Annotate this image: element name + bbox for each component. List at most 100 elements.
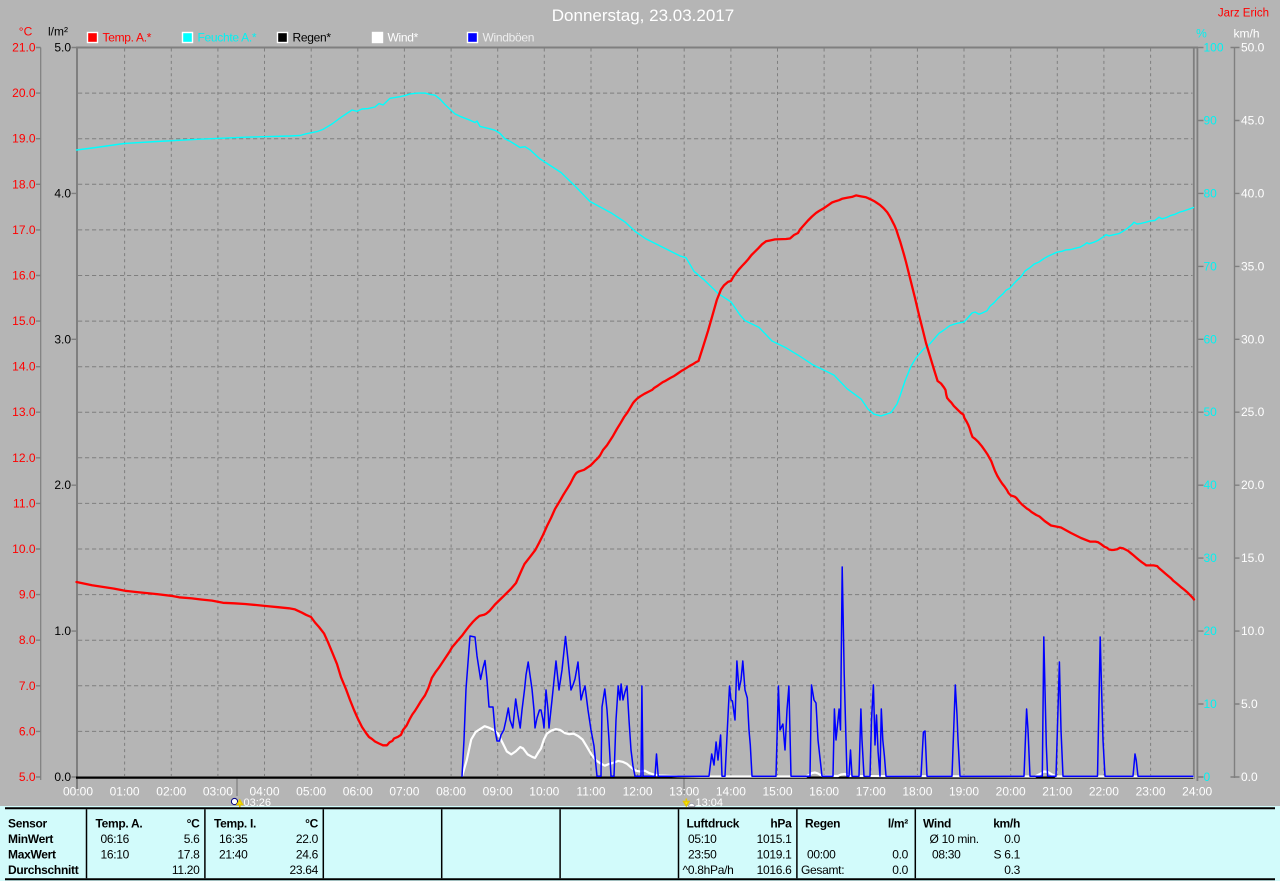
svg-text:70: 70 — [1204, 259, 1218, 273]
svg-text:5.0: 5.0 — [19, 770, 36, 784]
svg-text:21:40: 21:40 — [219, 848, 248, 862]
svg-text:22:00: 22:00 — [1089, 784, 1119, 798]
svg-text:13:04: 13:04 — [696, 797, 724, 809]
svg-text:MaxWert: MaxWert — [8, 848, 56, 862]
svg-text:18.0: 18.0 — [12, 177, 36, 191]
svg-text:15:00: 15:00 — [762, 784, 792, 798]
svg-text:Luftdruck: Luftdruck — [687, 816, 740, 830]
svg-text:30: 30 — [1204, 551, 1218, 565]
svg-text:45.0: 45.0 — [1241, 114, 1265, 128]
svg-text:^0.8hPa/h: ^0.8hPa/h — [683, 863, 734, 877]
svg-text:20: 20 — [1204, 624, 1218, 638]
svg-text:hPa: hPa — [770, 816, 792, 830]
svg-text:10.0: 10.0 — [1241, 624, 1265, 638]
svg-text:16:10: 16:10 — [101, 848, 130, 862]
svg-text:0.0: 0.0 — [1004, 832, 1020, 846]
svg-text:0.0: 0.0 — [1241, 770, 1258, 784]
svg-text:8.0: 8.0 — [19, 633, 36, 647]
svg-text:12:00: 12:00 — [623, 784, 653, 798]
svg-text:05:10: 05:10 — [688, 832, 717, 846]
svg-text:5.0: 5.0 — [54, 41, 71, 55]
svg-text:21.0: 21.0 — [12, 41, 36, 55]
svg-text:1019.1: 1019.1 — [757, 848, 793, 862]
svg-text:Windböen: Windböen — [483, 31, 535, 45]
svg-text:3.0: 3.0 — [54, 332, 71, 346]
svg-text:35.0: 35.0 — [1241, 259, 1265, 273]
svg-text:Temp. A.: Temp. A. — [96, 816, 143, 830]
svg-text:7.0: 7.0 — [19, 679, 36, 693]
svg-text:08:30: 08:30 — [932, 848, 961, 862]
svg-text:80: 80 — [1204, 186, 1218, 200]
svg-text:20:00: 20:00 — [996, 784, 1026, 798]
svg-text:30.0: 30.0 — [1241, 332, 1265, 346]
svg-text:11:00: 11:00 — [576, 784, 605, 798]
svg-text:0.0: 0.0 — [892, 863, 908, 877]
svg-text:00:00: 00:00 — [63, 784, 93, 798]
svg-text:90: 90 — [1204, 114, 1218, 128]
svg-text:22.0: 22.0 — [296, 832, 319, 846]
svg-text:03:26: 03:26 — [244, 797, 272, 809]
svg-text:Feuchte A.*: Feuchte A.* — [198, 31, 257, 45]
svg-text:Regen*: Regen* — [293, 31, 332, 45]
svg-text:23.64: 23.64 — [289, 863, 318, 877]
svg-text:4.0: 4.0 — [54, 186, 71, 200]
svg-text:km/h: km/h — [993, 816, 1020, 830]
svg-text:1016.6: 1016.6 — [757, 863, 793, 877]
svg-text:40.0: 40.0 — [1241, 186, 1265, 200]
svg-text:5.0: 5.0 — [1241, 697, 1258, 711]
svg-text:09:00: 09:00 — [483, 784, 513, 798]
svg-text:17.8: 17.8 — [177, 848, 200, 862]
svg-text:05:00: 05:00 — [296, 784, 326, 798]
svg-text:16.0: 16.0 — [12, 269, 36, 283]
svg-text:10:00: 10:00 — [529, 784, 559, 798]
svg-text:Donnerstag, 23.03.2017: Donnerstag, 23.03.2017 — [552, 6, 734, 25]
svg-text:100: 100 — [1204, 41, 1224, 55]
svg-text:10.0: 10.0 — [12, 542, 36, 556]
svg-text:24.6: 24.6 — [296, 848, 319, 862]
svg-text:50: 50 — [1204, 405, 1218, 419]
svg-text:°C: °C — [187, 816, 200, 830]
svg-text:%: % — [1196, 27, 1207, 41]
svg-text:6.0: 6.0 — [19, 724, 36, 738]
svg-text:03:00: 03:00 — [203, 784, 233, 798]
svg-text:06:00: 06:00 — [343, 784, 373, 798]
svg-text:19.0: 19.0 — [12, 132, 36, 146]
svg-text:18:00: 18:00 — [902, 784, 932, 798]
svg-text:MinWert: MinWert — [8, 832, 53, 846]
svg-text:14.0: 14.0 — [12, 360, 36, 374]
svg-text:1.0: 1.0 — [54, 624, 71, 638]
svg-text:10: 10 — [1204, 697, 1218, 711]
svg-text:0: 0 — [1204, 770, 1211, 784]
svg-text:13:00: 13:00 — [669, 784, 699, 798]
svg-text:2.0: 2.0 — [54, 478, 71, 492]
svg-text:°C: °C — [305, 816, 318, 830]
svg-text:S 6.1: S 6.1 — [993, 848, 1020, 862]
svg-text:25.0: 25.0 — [1241, 405, 1265, 419]
svg-text:21:00: 21:00 — [1042, 784, 1072, 798]
svg-text:23:00: 23:00 — [1136, 784, 1166, 798]
svg-text:Regen: Regen — [805, 816, 840, 830]
svg-text:Wind: Wind — [923, 816, 951, 830]
svg-text:08:00: 08:00 — [436, 784, 466, 798]
svg-text:km/h: km/h — [1233, 27, 1259, 41]
svg-text:16:00: 16:00 — [809, 784, 839, 798]
svg-text:17:00: 17:00 — [856, 784, 886, 798]
svg-text:14:00: 14:00 — [716, 784, 746, 798]
svg-text:0.0: 0.0 — [54, 770, 71, 784]
svg-text:20.0: 20.0 — [1241, 478, 1265, 492]
svg-text:01:00: 01:00 — [110, 784, 140, 798]
svg-text:16:35: 16:35 — [219, 832, 248, 846]
svg-text:40: 40 — [1204, 478, 1218, 492]
svg-text:00:00: 00:00 — [807, 848, 836, 862]
svg-text:04:00: 04:00 — [249, 784, 279, 798]
svg-text:20.0: 20.0 — [12, 86, 36, 100]
svg-text:60: 60 — [1204, 332, 1218, 346]
svg-text:19:00: 19:00 — [949, 784, 979, 798]
svg-text:Gesamt:: Gesamt: — [801, 863, 844, 877]
svg-text:9.0: 9.0 — [19, 588, 36, 602]
svg-text:Wind*: Wind* — [388, 31, 419, 45]
svg-text:50.0: 50.0 — [1241, 41, 1265, 55]
svg-text:l/m²: l/m² — [48, 25, 68, 39]
svg-text:13.0: 13.0 — [12, 405, 36, 419]
svg-text:24:00: 24:00 — [1182, 784, 1212, 798]
